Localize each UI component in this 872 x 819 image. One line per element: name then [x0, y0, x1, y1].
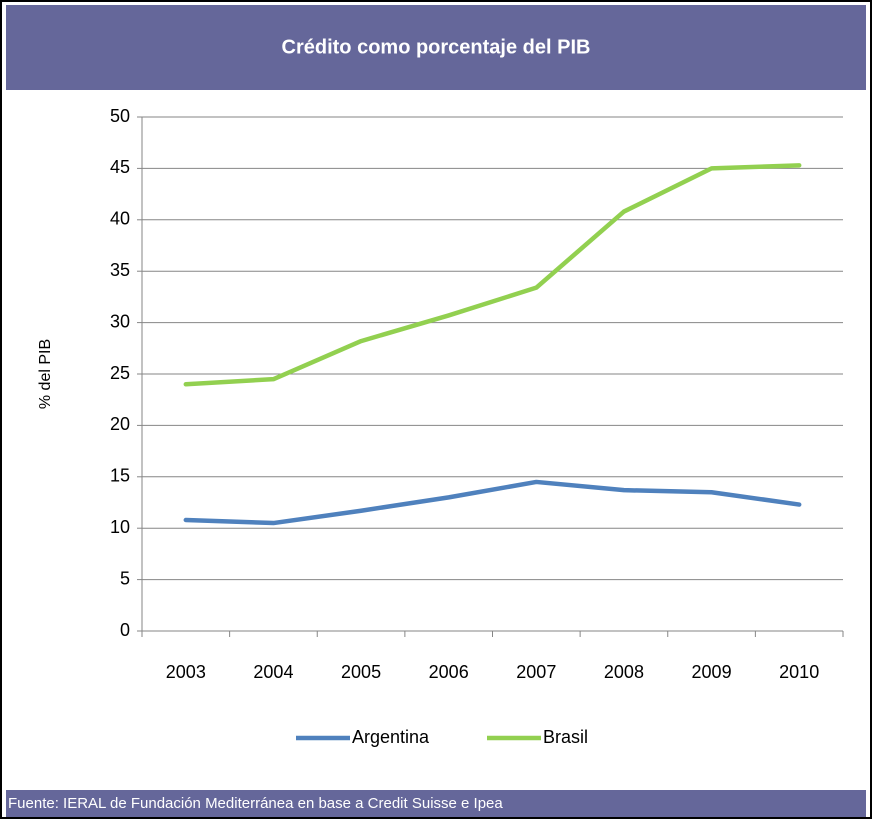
x-tick-label: 2008	[604, 662, 644, 682]
y-tick-label: 35	[110, 260, 130, 280]
y-tick-label: 40	[110, 209, 130, 229]
y-tick-label: 25	[110, 363, 130, 383]
y-tick-label: 10	[110, 517, 130, 537]
x-tick-label: 2007	[516, 662, 556, 682]
x-tick-label: 2010	[779, 662, 819, 682]
series-line	[183, 479, 802, 526]
y-tick-label: 50	[110, 106, 130, 126]
legend-label: Argentina	[352, 727, 430, 747]
y-axis-label: % del PIB	[37, 339, 54, 409]
y-tick-label: 0	[120, 620, 130, 640]
y-tick-label: 5	[120, 568, 130, 588]
x-tick-label: 2009	[692, 662, 732, 682]
y-tick-label: 30	[110, 311, 130, 331]
y-tick-label: 15	[110, 466, 130, 486]
footer-band	[6, 790, 866, 817]
y-tick-label: 45	[110, 157, 130, 177]
chart-title: Crédito como porcentaje del PIB	[282, 36, 591, 58]
x-tick-label: 2005	[341, 662, 381, 682]
x-tick-label: 2004	[253, 662, 293, 682]
x-tick-label: 2003	[166, 662, 206, 682]
header-band	[6, 5, 866, 90]
y-tick-label: 20	[110, 414, 130, 434]
source-note: Fuente: IERAL de Fundación Mediterránea …	[8, 795, 503, 812]
x-tick-label: 2006	[429, 662, 469, 682]
series-line	[183, 163, 802, 387]
legend-label: Brasil	[543, 727, 588, 747]
